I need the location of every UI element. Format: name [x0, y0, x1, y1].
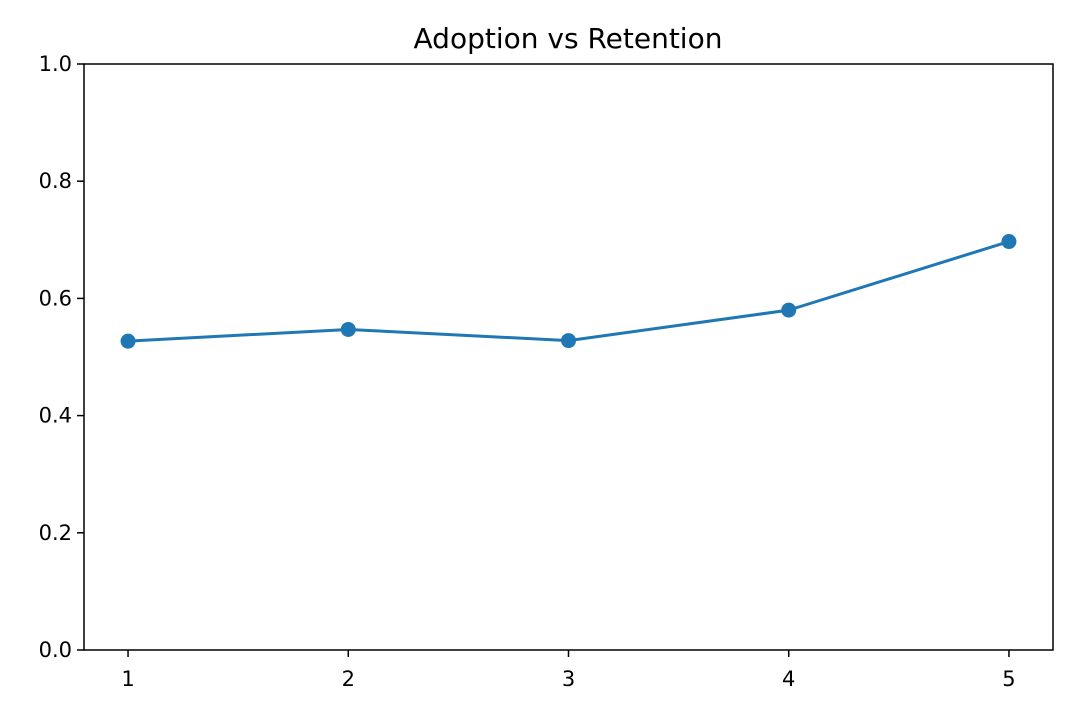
y-tick-label: 0.8: [39, 169, 72, 193]
series-group: [120, 234, 1017, 349]
data-point: [781, 302, 797, 318]
y-tick-label: 0.4: [39, 404, 72, 428]
axes: 0.0 0.2 0.4 0.6 0.8 1.0 1 2 3 4 5: [39, 52, 1054, 691]
data-point: [120, 333, 136, 349]
y-tick-label: 0.0: [39, 638, 72, 662]
x-tick-label: 4: [782, 667, 795, 691]
y-tick-label: 0.2: [39, 521, 72, 545]
chart-title: Adoption vs Retention: [414, 22, 723, 55]
data-point: [561, 333, 576, 349]
y-tick-label: 0.6: [39, 286, 72, 310]
data-point: [340, 321, 356, 337]
y-tick-label: 1.0: [39, 52, 72, 76]
x-tick-label: 3: [562, 667, 575, 691]
data-point: [1001, 234, 1017, 250]
x-tick-label: 5: [1002, 667, 1015, 691]
x-tick-label: 2: [342, 667, 355, 691]
x-tick-label: 1: [121, 667, 134, 691]
